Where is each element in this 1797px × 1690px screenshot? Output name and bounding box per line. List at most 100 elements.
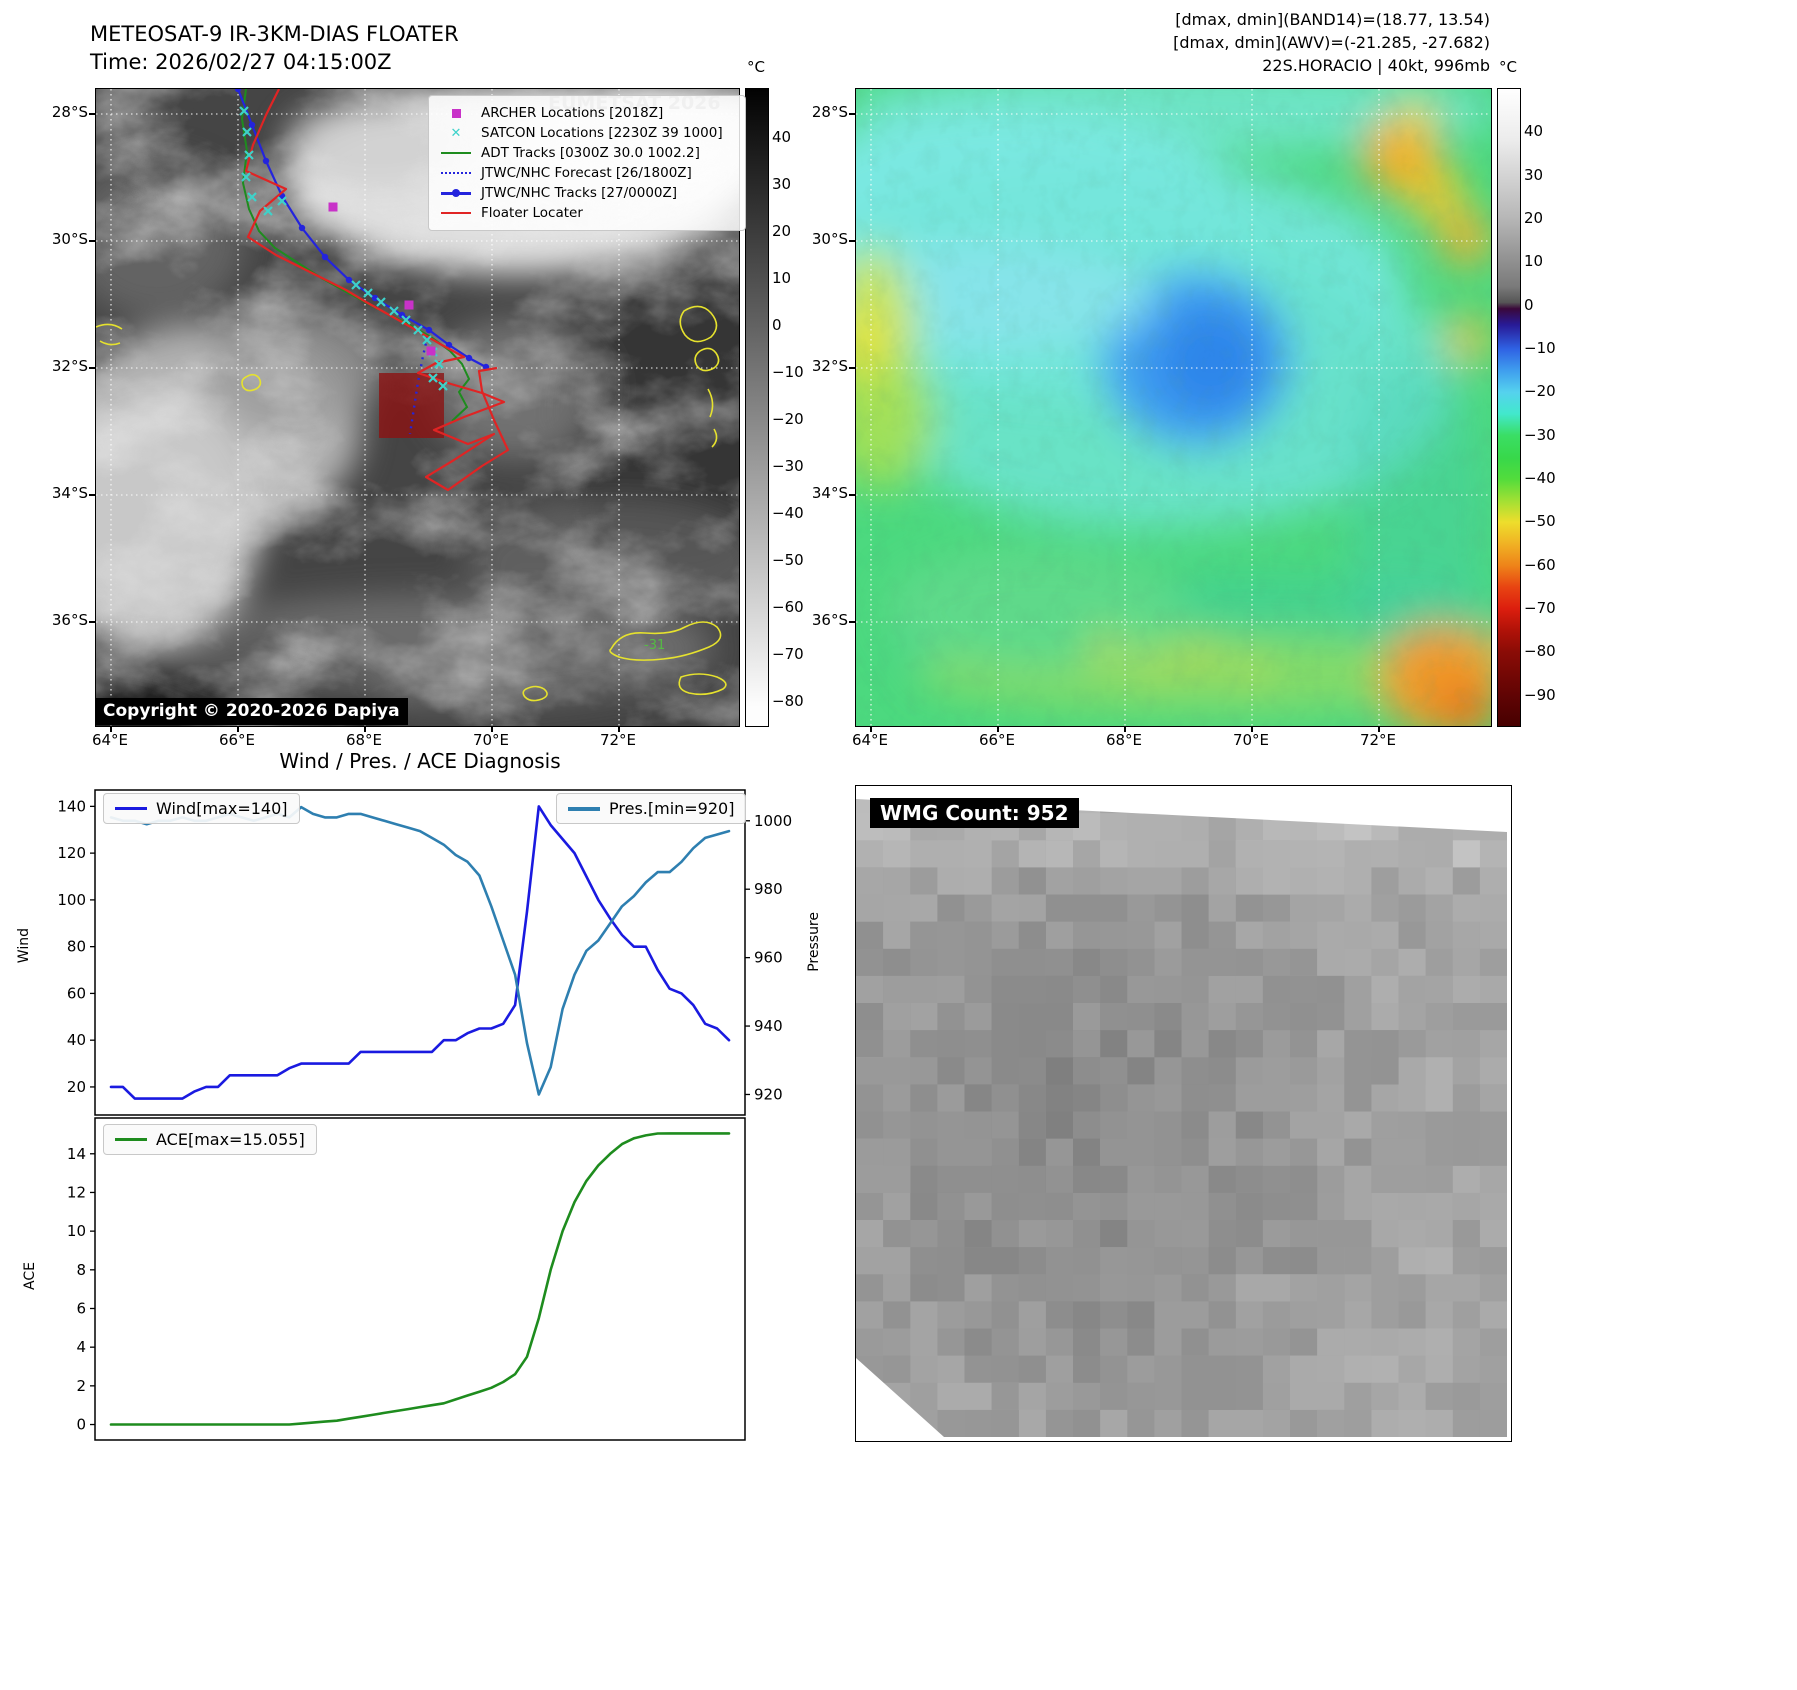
colorbar-tick-label: 30 (772, 174, 792, 193)
colorbar-tick-label: −20 (1524, 382, 1556, 401)
y-tick-label: 34°S (51, 484, 88, 502)
chart-tick-label: 0 (76, 1416, 86, 1434)
colorbar-tick-label: −80 (772, 692, 804, 711)
chart-tick-label: 40 (67, 1031, 86, 1049)
awv-satellite-map (855, 88, 1492, 727)
colorbar-tick-label: −70 (772, 645, 804, 664)
satcon-marker (247, 192, 257, 202)
colorbar-tick-label: 0 (772, 316, 782, 335)
wind-legend-label: Wind[max=140] (156, 799, 288, 818)
satcon-marker (277, 196, 287, 206)
pressure-axis-label: Pressure (806, 912, 822, 972)
colorbar-tick-label: −90 (1524, 685, 1556, 704)
satcon-marker (244, 150, 254, 160)
ace-chart: 0 2 4 6 8 10 12 14 (67, 1117, 746, 1441)
y-tick-label: 34°S (811, 484, 848, 502)
colorbar-tick-label: 10 (772, 269, 792, 288)
x-tick-label: 68°E (1105, 731, 1143, 749)
colorbar-tick-label: 40 (1524, 122, 1544, 141)
contour-value-label: -31 (644, 638, 665, 653)
satcon-marker (241, 172, 251, 182)
adt-track-line (240, 89, 471, 422)
y-tick-label: 28°S (811, 103, 848, 121)
satcon-marker (351, 280, 361, 290)
legend-item-label: ARCHER Locations [2018Z] (481, 105, 664, 121)
chart-tick-label: 6 (76, 1299, 86, 1317)
axis-tick (89, 113, 95, 115)
axis-tick (491, 726, 493, 732)
axis-tick (849, 240, 855, 242)
colorbar-tick-label: 20 (772, 222, 792, 241)
ir-temp-contours (96, 305, 727, 702)
wmg-mosaic-image (856, 786, 1507, 1437)
wind-axis-label: Wind (16, 928, 32, 964)
awv-header: [dmax, dmin](BAND14)=(18.77, 13.54) [dma… (990, 8, 1490, 77)
y-tick-label: 36°S (51, 611, 88, 629)
wind-legend: Wind[max=140] (103, 793, 300, 824)
colorbar-tick-label: −40 (772, 504, 804, 523)
axis-tick (618, 726, 620, 732)
colorbar-tick-label: −60 (772, 598, 804, 617)
awv-header-band14: [dmax, dmin](BAND14)=(18.77, 13.54) (1175, 10, 1490, 29)
Wind[max=140]-line (109, 805, 731, 1100)
diagnosis-title: Wind / Pres. / ACE Diagnosis (279, 749, 561, 773)
legend-item-label: JTWC/NHC Tracks [27/0000Z] (481, 185, 678, 201)
chart-tick-label: 960 (754, 949, 783, 967)
satcon-marker (363, 288, 373, 298)
colorbar-tick-label: −20 (772, 410, 804, 429)
x-tick-label: 66°E (978, 731, 1016, 749)
axis-tick (364, 726, 366, 732)
awv-colorbar-unit: °C (1499, 58, 1517, 76)
awv-header-storm: 22S.HORACIO | 40kt, 996mb (1262, 56, 1490, 75)
wind-line-sample-icon (115, 807, 147, 810)
legend-item-label: SATCON Locations [2230Z 39 1000] (481, 125, 723, 141)
chart-tick-label: 980 (754, 880, 783, 898)
x-tick-label: 72°E (599, 731, 637, 749)
x-tick-label: 64°E (91, 731, 129, 749)
legend-item: ADT Tracks [0300Z 30.0 1002.2] (439, 143, 735, 163)
satcon-marker (239, 106, 249, 116)
legend-item-label: JTWC/NHC Forecast [26/1800Z] (481, 165, 692, 181)
x-tick-label: 68°E (345, 731, 383, 749)
colorbar-tick-label: −80 (1524, 642, 1556, 661)
chart-tick-label: 12 (67, 1183, 86, 1201)
axis-tick (870, 726, 872, 732)
y-tick-label: 36°S (811, 611, 848, 629)
archer-marker (328, 202, 338, 212)
line-marker-icon (439, 211, 473, 215)
x-tick-label: 70°E (1232, 731, 1270, 749)
colorbar-tick-label: −10 (1524, 339, 1556, 357)
chart-tick-label: 920 (754, 1085, 783, 1103)
pressure-legend: Pres.[min=920] (556, 793, 747, 824)
colorbar-tick-label: −50 (772, 551, 804, 570)
chart-tick-label: 20 (67, 1078, 86, 1096)
awv-colorbar (1497, 88, 1521, 727)
axis-tick (997, 726, 999, 732)
pressure-legend-label: Pres.[min=920] (609, 799, 735, 818)
colorbar-tick-label: −40 (1524, 469, 1556, 487)
ACE[max=15.055]-line (109, 1132, 731, 1426)
satcon-marker (422, 335, 432, 345)
satcon-marker (389, 306, 399, 316)
axis-tick (89, 367, 95, 369)
chart-tick-label: 14 (67, 1145, 86, 1163)
satcon-marker (428, 373, 438, 383)
chart-tick-label: 80 (67, 938, 86, 956)
colorbar-tick-label: −70 (1524, 599, 1556, 617)
satcon-marker (401, 315, 411, 325)
chart-tick-label: 120 (57, 844, 86, 862)
ir-map-legend: ARCHER Locations [2018Z] ✕ SATCON Location… (428, 95, 746, 231)
y-tick-label: 30°S (811, 230, 848, 248)
legend-item-label: ADT Tracks [0300Z 30.0 1002.2] (481, 145, 700, 161)
y-tick-label: 32°S (51, 357, 88, 375)
pressure-line-sample-icon (568, 806, 600, 811)
axis-tick (89, 621, 95, 623)
axis-tick (849, 113, 855, 115)
colorbar-tick-label: 40 (772, 127, 792, 146)
satcon-marker (434, 359, 444, 369)
chart-tick-label: 60 (67, 984, 86, 1002)
awv-gridlines (856, 89, 1491, 726)
ir-title: METEOSAT-9 IR-3KM-DIAS FLOATER (90, 22, 459, 46)
ace-legend-label: ACE[max=15.055] (156, 1130, 305, 1149)
